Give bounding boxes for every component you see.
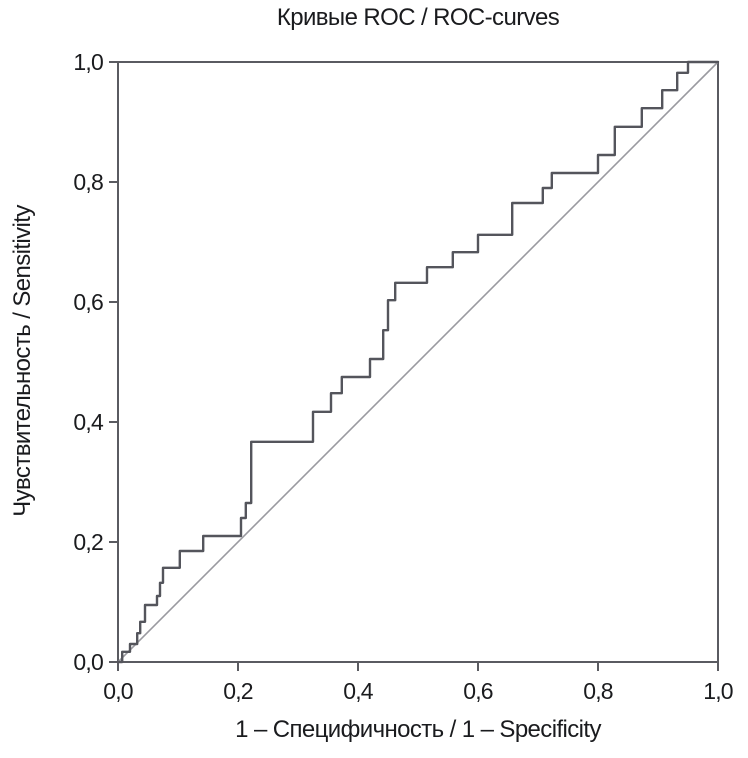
y-tick-label: 0,6 [73,289,103,315]
x-tick-label: 0,2 [223,678,253,704]
roc-curve-line [116,60,720,664]
x-tick-label: 0,4 [343,678,374,704]
x-tick-label: 0,6 [463,678,493,704]
plot-border [117,61,719,663]
y-tick-label: 0,8 [73,169,103,195]
x-tick-label: 1,0 [703,678,733,704]
y-tick-label: 0,0 [73,649,103,675]
reference-diagonal-line [117,61,719,663]
y-tick-label: 1,0 [73,49,103,75]
x-tick-label: 0,0 [103,678,133,704]
x-axis-label: 1 – Специфичность / 1 – Specificity [235,716,601,743]
y-tick-label: 0,4 [73,409,104,435]
chart-title: Кривые ROC / ROC-curves [276,4,560,31]
x-tick-label: 0,8 [583,678,613,704]
y-tick-label: 0,2 [73,529,103,555]
